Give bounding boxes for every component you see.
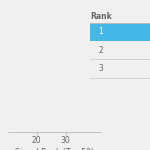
Text: Rank: Rank [90,12,112,21]
X-axis label: Signal Rank (Top 50): Signal Rank (Top 50) [15,148,93,150]
Bar [90,23,150,41]
Text: 2: 2 [99,46,103,55]
Text: 3: 3 [99,64,104,73]
Text: 1: 1 [99,27,103,36]
